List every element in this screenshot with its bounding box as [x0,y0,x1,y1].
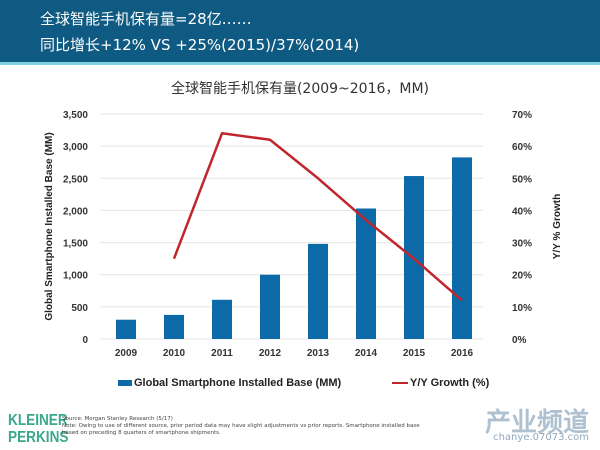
y-axis-label: Global Smartphone Installed Base (MM) [44,132,55,320]
bar-2012 [260,274,280,339]
x-tick-label: 2010 [163,348,186,359]
x-tick-label: 2016 [451,348,474,359]
source-note: Source: Morgan Stanley Research (5/17) N… [62,416,432,437]
y-tick-label: 3,500 [63,110,88,121]
bar-2016 [452,157,472,339]
x-tick-label: 2012 [259,348,282,359]
y-right-axis-label: Y/Y % Growth [552,194,563,259]
chart-title: 全球智能手机保有量(2009~2016，MM) [170,81,430,97]
x-tick-label: 2015 [403,348,426,359]
y-tick-label: 3,000 [63,142,88,153]
slide-header: 全球智能手机保有量=28亿…… 同比增长+12% VS +25%(2015)/3… [0,0,600,65]
y-right-tick-label: 30% [512,239,532,250]
y-tick-label: 0 [82,335,88,346]
x-tick-label: 2011 [211,348,233,359]
y-right-tick-label: 20% [512,271,532,282]
y-tick-label: 1,500 [63,239,88,250]
growth-line [172,132,463,302]
y-right-tick-label: 70% [512,110,532,121]
legend-line-label: Y/Y Growth (%) [410,377,490,389]
y-right-tick-label: 10% [512,303,532,314]
y-right-tick-label: 0% [512,335,527,346]
legend-bar-label: Global Smartphone Installed Base (MM) [134,377,342,389]
note-text: Note: Owing to use of different source, … [62,423,420,436]
x-tick-label: 2014 [355,348,378,359]
legend-line: Y/Y Growth (%) [392,377,489,389]
x-tick-label: 2009 [115,348,138,359]
legend-line-swatch [392,382,408,385]
y-tick-label: 500 [71,303,88,314]
y-tick-label: 1,000 [63,271,88,282]
bar-2009 [116,319,136,339]
y-tick-label: 2,000 [63,206,88,217]
y-tick-label: 2,500 [63,174,88,185]
legend-bar-swatch [118,380,132,387]
kleiner-perkins-logo: KLEINER PERKINS [8,412,69,446]
bar-2013 [308,243,328,339]
bar-2010 [164,314,184,339]
header-title: 全球智能手机保有量=28亿…… [40,10,252,28]
legend-bar: Global Smartphone Installed Base (MM) [118,377,341,389]
y-right-tick-label: 60% [512,142,532,153]
watermark: 产业频道 chanye.07073.com [484,408,589,443]
bar-2011 [212,299,232,339]
x-tick-label: 2013 [307,348,330,359]
y-right-tick-label: 50% [512,174,532,185]
y-right-tick-label: 40% [512,206,532,217]
bar-2014 [356,208,376,339]
source-text: Source: Morgan Stanley Research (5/17) [62,416,173,422]
header-subtitle: 同比增长+12% VS +25%(2015)/37%(2014) [40,36,360,54]
